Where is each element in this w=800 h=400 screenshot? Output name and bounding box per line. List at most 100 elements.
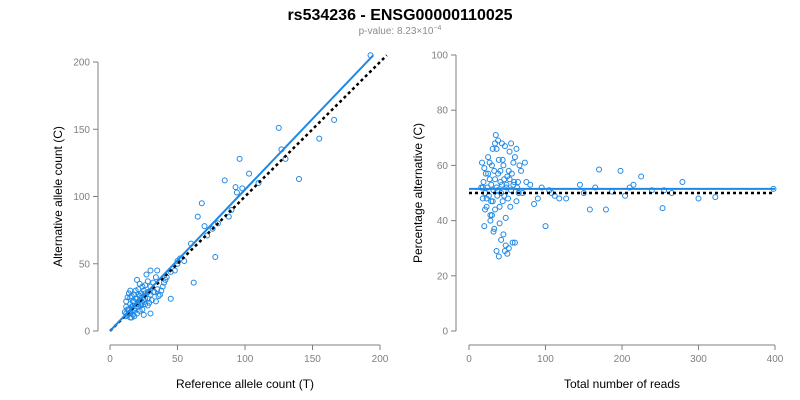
allele-data-point <box>131 291 138 298</box>
percentage-data-point <box>523 178 530 185</box>
percentage-data-point <box>509 239 516 246</box>
percentage-data-point <box>488 198 495 205</box>
allele-data-point <box>159 283 166 290</box>
percentage-data-point <box>483 195 490 202</box>
allele-data-point <box>167 295 174 302</box>
percentage-data-point <box>659 205 666 212</box>
percentage-data-point <box>506 148 513 155</box>
percentage-data-point <box>508 140 515 147</box>
allele-reference-line <box>109 54 388 332</box>
percentage-data-point <box>586 206 593 213</box>
scatter-panel-percentage: 0 100 200 300 400 0 20 40 60 80 100 Total number of… <box>411 51 784 392</box>
percentage-data-point <box>494 187 501 194</box>
percentage-x-tick-label: 100 <box>537 354 554 365</box>
allele-data-point <box>134 276 140 283</box>
allele-data-point <box>140 287 147 294</box>
chart-subtitle: p-value: 8.23×10−4 <box>359 25 442 37</box>
allele-data-point <box>143 271 150 278</box>
percentage-data-point <box>661 187 668 194</box>
percentage-data-point <box>488 181 495 188</box>
percentage-data-point <box>482 170 489 177</box>
allele-data-point <box>132 295 139 302</box>
percentage-y-tick-label: 20 <box>437 271 449 282</box>
allele-fit-line <box>109 54 374 332</box>
percentage-y-tick-label: 80 <box>437 106 449 117</box>
percentage-x-tick-label: 200 <box>614 354 631 365</box>
percentage-data-point <box>505 245 512 252</box>
allele-data-point <box>212 254 219 261</box>
allele-x-axis-label: Reference allele count (T) <box>176 377 314 391</box>
percentage-data-point <box>491 225 498 232</box>
percentage-data-point <box>507 203 514 210</box>
percentage-data-point <box>511 154 518 161</box>
allele-data-point <box>296 176 302 183</box>
percentage-data-point <box>508 170 515 177</box>
allele-data-point <box>123 298 130 305</box>
percentage-data-point <box>485 170 492 177</box>
allele-data-point <box>124 294 131 301</box>
percentage-data-point <box>580 190 587 196</box>
allele-data-point <box>136 280 143 287</box>
allele-data-point <box>246 170 253 177</box>
percentage-data-point <box>505 195 512 202</box>
percentage-data-point <box>492 176 499 183</box>
percentage-data-point <box>521 159 528 166</box>
percentage-data-point <box>500 162 507 169</box>
percentage-data-point <box>496 220 503 227</box>
allele-data-point <box>236 155 243 162</box>
percentage-data-point <box>499 156 506 163</box>
allele-data-point <box>255 180 262 187</box>
percentage-data-point <box>502 242 509 249</box>
percentage-data-point <box>576 181 583 188</box>
percentage-data-point <box>480 178 487 185</box>
allele-data-point <box>148 297 155 304</box>
allele-data-point <box>154 267 161 274</box>
percentage-data-point <box>498 181 505 188</box>
percentage-data-point <box>534 195 541 202</box>
allele-y-tick-label: 50 <box>79 259 91 270</box>
percentage-y-tick-label: 60 <box>437 161 449 172</box>
percentage-data-point <box>481 223 488 230</box>
allele-data-point <box>147 267 154 274</box>
allele-data-point <box>142 282 149 289</box>
allele-y-axis-label: Alternative allele count (C) <box>51 126 65 267</box>
percentage-data-point <box>510 159 517 166</box>
allele-data-point <box>144 278 151 285</box>
chart-title: rs534236 - ENSG00000110025 <box>287 7 512 24</box>
percentage-data-point <box>492 140 499 147</box>
allele-y-tick-label: 0 <box>84 327 90 338</box>
percentage-data-point <box>481 165 488 172</box>
percentage-data-point <box>494 192 501 199</box>
allele-data-point <box>134 310 140 317</box>
allele-data-point <box>331 116 338 123</box>
percentage-data-point <box>479 195 486 202</box>
percentage-x-tick-label: 0 <box>466 354 472 365</box>
percentage-y-axis-label: Percentage alternative (C) <box>411 123 425 263</box>
percentage-data-point <box>531 201 538 208</box>
percentage-data-point <box>496 203 503 210</box>
percentage-x-tick-label: 300 <box>690 354 707 365</box>
percentage-y-tick-label: 40 <box>437 216 449 227</box>
percentage-data-point <box>493 145 500 152</box>
allele-data-point <box>201 223 208 230</box>
percentage-data-point <box>679 178 686 185</box>
subtitle-prefix: p-value: 8.23×10 <box>359 26 434 37</box>
percentage-data-point <box>563 195 570 202</box>
percentage-data-point <box>602 206 609 213</box>
percentage-data-point <box>515 190 522 196</box>
percentage-data-point <box>514 178 521 185</box>
percentage-y-tick-label: 0 <box>442 327 448 338</box>
allele-data-point <box>275 124 282 131</box>
percentage-data-point <box>486 159 493 166</box>
percentage-data-point <box>511 178 518 185</box>
allele-data-point <box>132 287 139 294</box>
percentage-data-point <box>492 206 499 213</box>
allele-data-point <box>232 184 239 191</box>
allele-data-point <box>233 189 240 196</box>
percentage-data-point <box>712 194 719 201</box>
percentage-data-point <box>538 184 545 191</box>
percentage-data-point <box>638 173 645 180</box>
allele-x-tick-label: 150 <box>304 354 321 365</box>
percentage-data-point <box>626 184 633 191</box>
